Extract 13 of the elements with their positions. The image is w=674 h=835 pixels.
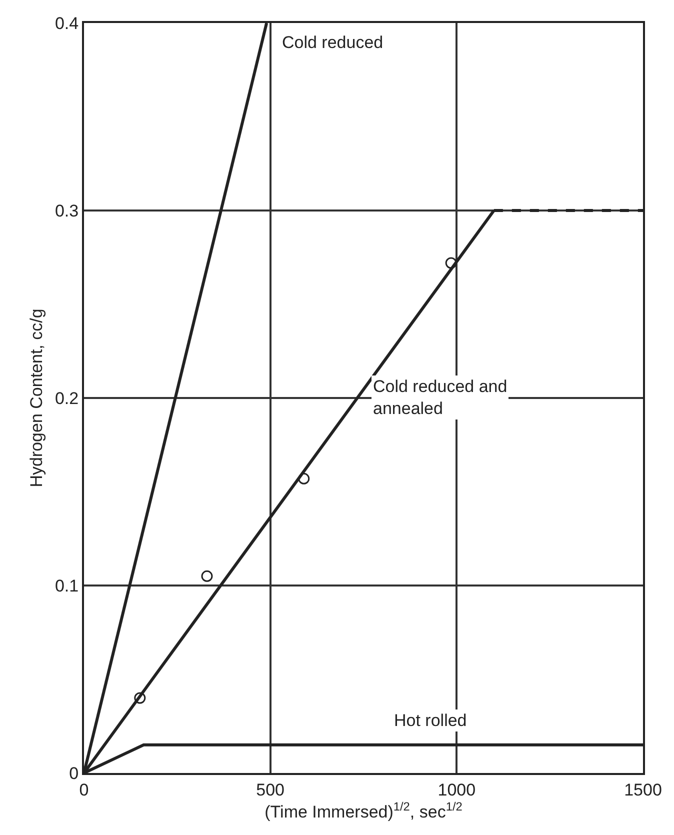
y-axis-title: Hydrogen Content, cc/g	[27, 308, 46, 488]
y-tick-label: 0.4	[54, 14, 79, 33]
y-tick-label: 0.1	[54, 576, 79, 596]
x-tick-label: 500	[256, 780, 285, 800]
series-label: Cold reduced	[282, 33, 384, 52]
y-tick-label: 0	[69, 764, 79, 783]
series-label: Cold reduced and annealed	[373, 377, 508, 418]
x-tick-label: 1000	[438, 780, 476, 800]
x-axis-title: (Time Immersed)$^{1/2}$, sec$^{1/2}$	[264, 799, 463, 822]
series-label: Hot rolled	[394, 711, 467, 730]
y-tick-label: 0.3	[54, 201, 79, 220]
x-tick-label: 1500	[624, 780, 662, 800]
y-tick-label: 0.2	[54, 388, 79, 408]
